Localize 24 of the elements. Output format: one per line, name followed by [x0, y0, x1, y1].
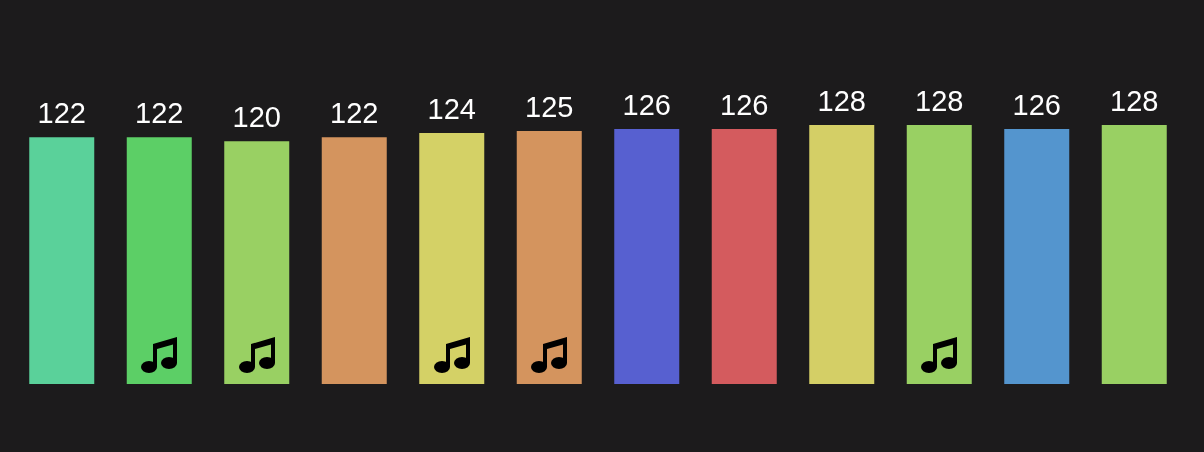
data-label: 124	[427, 93, 476, 126]
data-label: 128	[915, 85, 964, 117]
data-label: 120	[232, 101, 281, 134]
data-label: 122	[330, 97, 379, 130]
bar	[224, 141, 290, 384]
bar	[1004, 129, 1070, 384]
data-label: 126	[1012, 89, 1061, 122]
data-label: 126	[720, 89, 769, 122]
data-label: 128	[817, 85, 866, 117]
bar	[906, 125, 972, 384]
bar	[419, 133, 485, 384]
bar	[516, 131, 582, 384]
bar	[126, 137, 192, 384]
data-label: 122	[37, 97, 86, 130]
bar	[711, 129, 777, 384]
bar	[614, 129, 680, 384]
bar	[1101, 125, 1167, 384]
data-label: 126	[622, 89, 671, 122]
data-label: 128	[1110, 85, 1159, 117]
bar	[809, 125, 875, 384]
data-label: 122	[135, 97, 184, 130]
bar	[321, 137, 387, 384]
bar	[29, 137, 95, 384]
data-label: 125	[525, 91, 574, 124]
